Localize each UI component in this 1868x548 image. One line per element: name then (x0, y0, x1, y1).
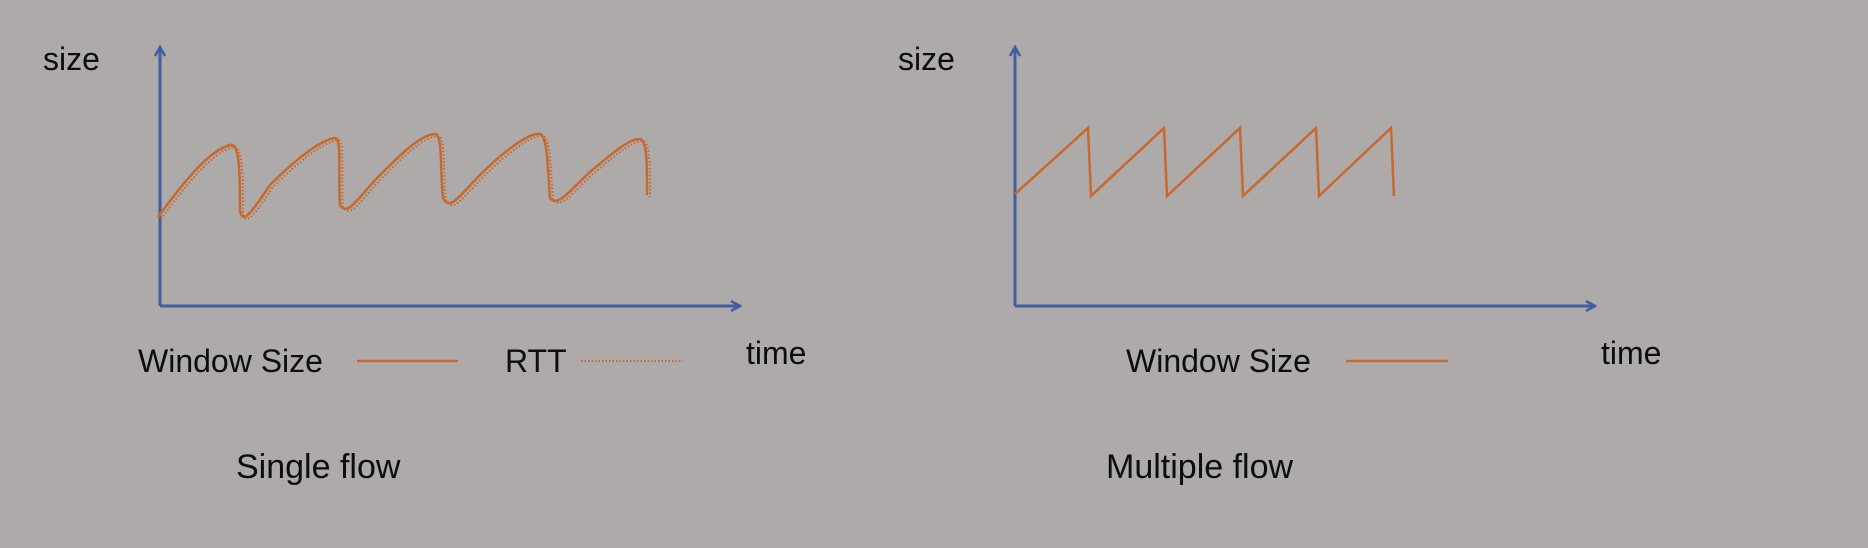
left-window-size-curve (156, 132, 649, 218)
legend-window-size-label: Window Size (1126, 343, 1311, 379)
right-y-axis-label: size (898, 41, 955, 77)
multiple-flow-caption: Multiple flow (1106, 448, 1294, 486)
multiple-flow-panel: size time Window Size Multiple flow (898, 41, 1661, 486)
legend-rtt-label: RTT (505, 343, 567, 379)
right-legend: Window Size (1126, 343, 1448, 379)
single-flow-panel: size time Window Size RTT Single flow (43, 41, 806, 486)
legend-window-size-label: Window Size (138, 343, 323, 379)
right-window-size-sawtooth (1014, 125, 1396, 199)
left-legend: Window Size RTT (138, 343, 683, 379)
left-y-axis-label: size (43, 41, 100, 77)
single-flow-caption: Single flow (236, 448, 401, 486)
left-x-axis-label: time (746, 335, 806, 371)
left-rtt-curve (160, 134, 652, 220)
right-x-axis-label: time (1601, 335, 1661, 371)
